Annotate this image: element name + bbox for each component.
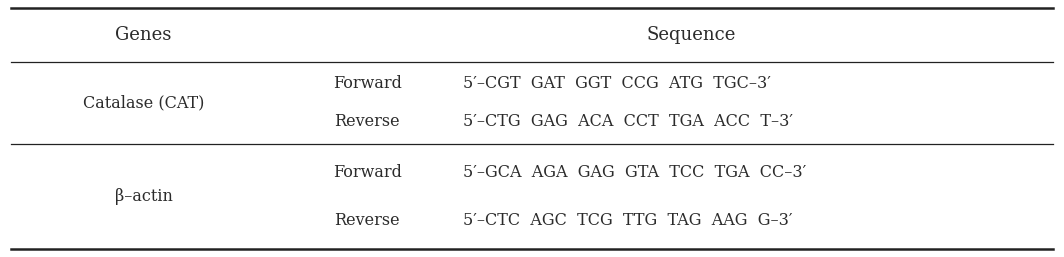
Text: Forward: Forward — [333, 164, 401, 181]
Text: β–actin: β–actin — [115, 188, 172, 205]
Text: Reverse: Reverse — [334, 113, 400, 130]
Text: Forward: Forward — [333, 75, 401, 92]
Text: Genes: Genes — [116, 26, 171, 44]
Text: Catalase (CAT): Catalase (CAT) — [83, 94, 204, 111]
Text: Sequence: Sequence — [647, 26, 736, 44]
Text: 5′–GCA  AGA  GAG  GTA  TCC  TGA  CC–3′: 5′–GCA AGA GAG GTA TCC TGA CC–3′ — [463, 164, 807, 181]
Text: 5′–CTG  GAG  ACA  CCT  TGA  ACC  T–3′: 5′–CTG GAG ACA CCT TGA ACC T–3′ — [463, 113, 793, 130]
Text: Reverse: Reverse — [334, 212, 400, 229]
Text: 5′–CTC  AGC  TCG  TTG  TAG  AAG  G–3′: 5′–CTC AGC TCG TTG TAG AAG G–3′ — [463, 212, 793, 229]
Text: 5′–CGT  GAT  GGT  CCG  ATG  TGC–3′: 5′–CGT GAT GGT CCG ATG TGC–3′ — [463, 75, 770, 92]
